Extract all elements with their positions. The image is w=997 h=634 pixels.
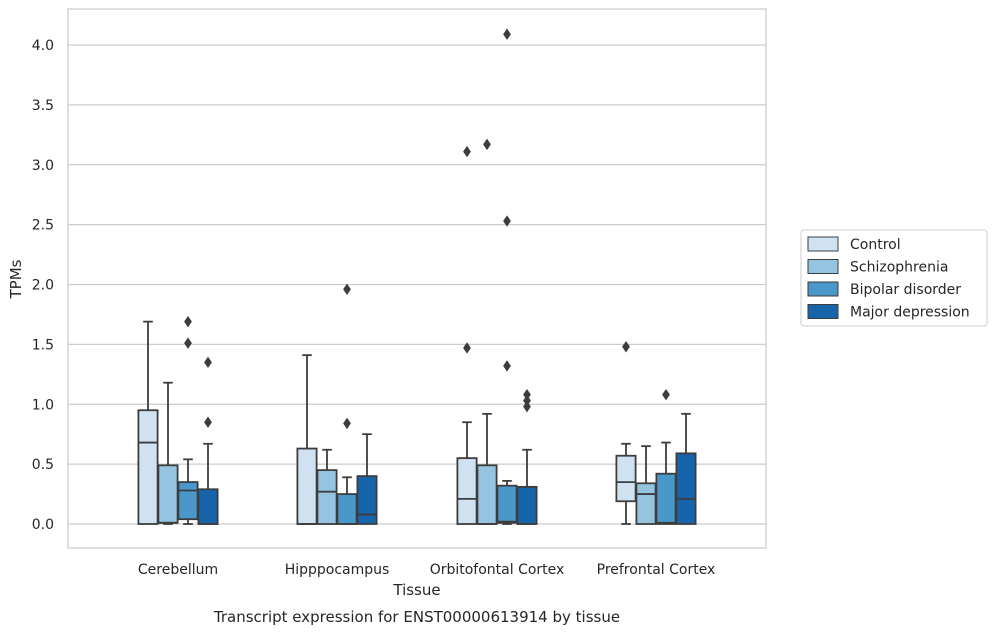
- y-tick-labels: 0.0 0.5 1.0 1.5 2.0 2.5 3.0 3.5 4.0: [32, 38, 54, 533]
- y-tick-label: 0.5: [32, 457, 54, 473]
- box-3-0: [615, 341, 637, 525]
- legend-item: Control: [807, 236, 901, 253]
- box-iqr: [197, 488, 219, 525]
- box-iqr: [137, 409, 159, 525]
- boxes: [137, 28, 697, 525]
- y-tick-label: 1.5: [32, 337, 54, 353]
- x-axis-title: Tissue: [392, 581, 440, 599]
- outlier-point: [523, 400, 531, 413]
- box-3-1: [635, 445, 657, 525]
- box-1-0: [296, 354, 318, 525]
- outlier-point: [343, 283, 351, 296]
- outlier-point: [622, 341, 630, 353]
- legend-swatch: [807, 236, 839, 252]
- box-iqr: [655, 472, 677, 525]
- legend-item: Major depression: [807, 304, 970, 321]
- outlier-point: [503, 28, 511, 40]
- box-iqr: [296, 447, 318, 525]
- y-tick-label: 3.5: [32, 98, 54, 114]
- legend-label: Major depression: [850, 305, 970, 321]
- box-iqr: [157, 464, 179, 524]
- y-tick-label: 4.0: [32, 38, 54, 54]
- box-1-3: [356, 433, 378, 525]
- x-tick-label: Orbitofontal Cortex: [430, 562, 565, 578]
- box-2-3: [516, 388, 538, 525]
- y-tick-label: 2.5: [32, 218, 54, 234]
- outlier-point: [204, 416, 212, 428]
- legend-item: Schizophrenia: [807, 259, 948, 276]
- box-iqr: [336, 493, 358, 525]
- legend-frame: [800, 229, 988, 327]
- outlier-point: [503, 360, 511, 372]
- y-tick-label: 1.0: [32, 397, 54, 413]
- outlier-point: [483, 138, 491, 151]
- outlier-point: [523, 388, 531, 401]
- legend-swatch: [807, 259, 839, 274]
- outlier-point: [503, 215, 511, 227]
- x-tick-labels: Cerebellum Hipppocampus Orbitofontal Corte…: [138, 562, 715, 578]
- legend-item: Bipolar disorder: [807, 281, 961, 298]
- box-0-0: [137, 320, 159, 525]
- box-1-2: [336, 283, 358, 525]
- grid-lines: [68, 44, 766, 525]
- outlier-point: [463, 145, 471, 158]
- y-tick-label: 3.0: [32, 158, 54, 174]
- chart-caption: Transcript expression for ENST0000061391…: [213, 608, 620, 626]
- box-iqr: [675, 452, 697, 525]
- box-0-2: [177, 315, 199, 525]
- box-iqr: [496, 484, 518, 524]
- legend: Control Schizophrenia Bipolar disorder Majo…: [800, 229, 988, 327]
- box-3-3: [675, 412, 697, 525]
- outlier-point: [184, 315, 192, 328]
- plot-frame: [67, 8, 767, 549]
- legend-swatch: [807, 281, 839, 297]
- box-2-1: [476, 138, 498, 525]
- legend-label: Schizophrenia: [850, 260, 948, 276]
- x-tick-label: Prefrontal Cortex: [597, 562, 716, 578]
- box-2-2: [496, 28, 518, 525]
- box-3-2: [655, 388, 677, 525]
- box-iqr: [177, 481, 199, 521]
- box-iqr: [476, 464, 498, 525]
- box-2-0: [456, 145, 478, 525]
- box-iqr: [635, 482, 657, 525]
- box-1-1: [316, 448, 338, 525]
- y-tick-label: 0.0: [32, 517, 54, 533]
- outlier-point: [343, 417, 351, 430]
- outlier-point: [662, 388, 670, 401]
- legend-label: Control: [850, 237, 901, 253]
- box-iqr: [615, 454, 637, 503]
- y-tick-label: 2.0: [32, 278, 54, 294]
- outlier-point: [523, 394, 531, 407]
- box-iqr: [356, 475, 378, 525]
- legend-swatch: [807, 304, 839, 319]
- outlier-point: [184, 337, 192, 349]
- box-iqr: [316, 469, 338, 525]
- box-iqr: [516, 485, 538, 525]
- x-tick-label: Hipppocampus: [285, 562, 390, 578]
- box-iqr: [456, 457, 478, 525]
- outlier-point: [204, 356, 212, 369]
- box-0-3: [197, 356, 219, 525]
- x-tick-label: Cerebellum: [138, 562, 218, 578]
- outlier-point: [463, 342, 471, 354]
- y-axis-title: TPMs: [7, 259, 25, 299]
- legend-label: Bipolar disorder: [850, 282, 961, 298]
